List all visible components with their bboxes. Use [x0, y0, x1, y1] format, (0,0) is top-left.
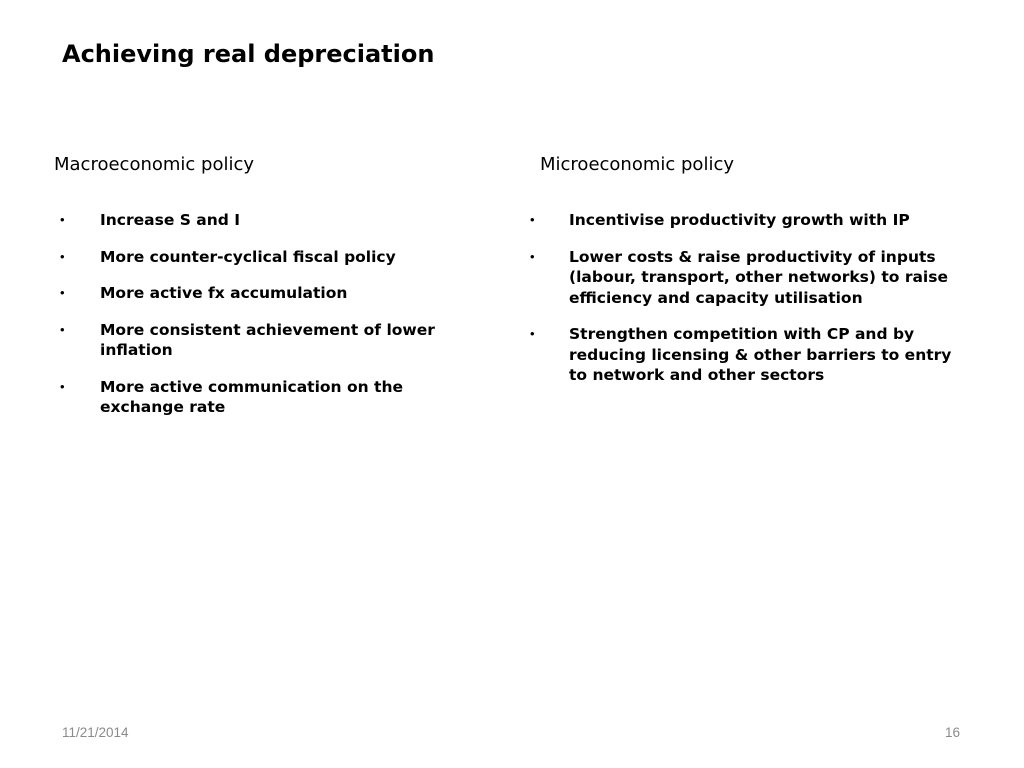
bullet-item: • Strengthen competition with CP and by …: [530, 324, 960, 386]
bullet-icon: •: [60, 321, 65, 337]
bullet-item: • More active fx accumulation: [60, 283, 480, 304]
bullet-item: • More active communication on the excha…: [60, 377, 480, 418]
bullet-icon: •: [530, 248, 535, 264]
bullet-text: Strengthen competition with CP and by re…: [569, 325, 952, 384]
bullet-icon: •: [530, 212, 535, 227]
bullet-item: • Lower costs & raise productivity of in…: [530, 247, 960, 309]
bullet-icon: •: [60, 248, 65, 264]
macroeconomic-bullet-list: • Increase S and I • More counter-cyclic…: [60, 210, 480, 434]
microeconomic-heading: Microeconomic policy: [540, 154, 734, 175]
bullet-item: • More counter-cyclical fiscal policy: [60, 247, 480, 268]
bullet-item: • Incentivise productivity growth with I…: [530, 210, 960, 231]
bullet-item: • Increase S and I: [60, 210, 480, 231]
bullet-text: More counter-cyclical fiscal policy: [100, 247, 396, 266]
bullet-text: Lower costs & raise productivity of inpu…: [569, 247, 948, 307]
bullet-item: • More consistent achievement of lower i…: [60, 320, 480, 361]
bullet-text: Incentivise productivity growth with IP: [569, 211, 910, 229]
bullet-text: More consistent achievement of lower inf…: [100, 320, 435, 360]
bullet-icon: •: [60, 378, 65, 394]
slide-title: Achieving real depreciation: [62, 40, 435, 68]
bullet-icon: •: [60, 285, 65, 300]
bullet-icon: •: [60, 212, 65, 227]
bullet-text: Increase S and I: [100, 211, 241, 229]
microeconomic-bullet-list: • Incentivise productivity growth with I…: [530, 210, 960, 402]
bullet-icon: •: [530, 326, 535, 341]
bullet-text: More active communication on the exchang…: [100, 377, 404, 417]
bullet-text: More active fx accumulation: [100, 284, 348, 302]
page-number: 16: [945, 725, 961, 740]
macroeconomic-heading: Macroeconomic policy: [54, 154, 255, 175]
footer-date: 11/21/2014: [62, 725, 129, 740]
